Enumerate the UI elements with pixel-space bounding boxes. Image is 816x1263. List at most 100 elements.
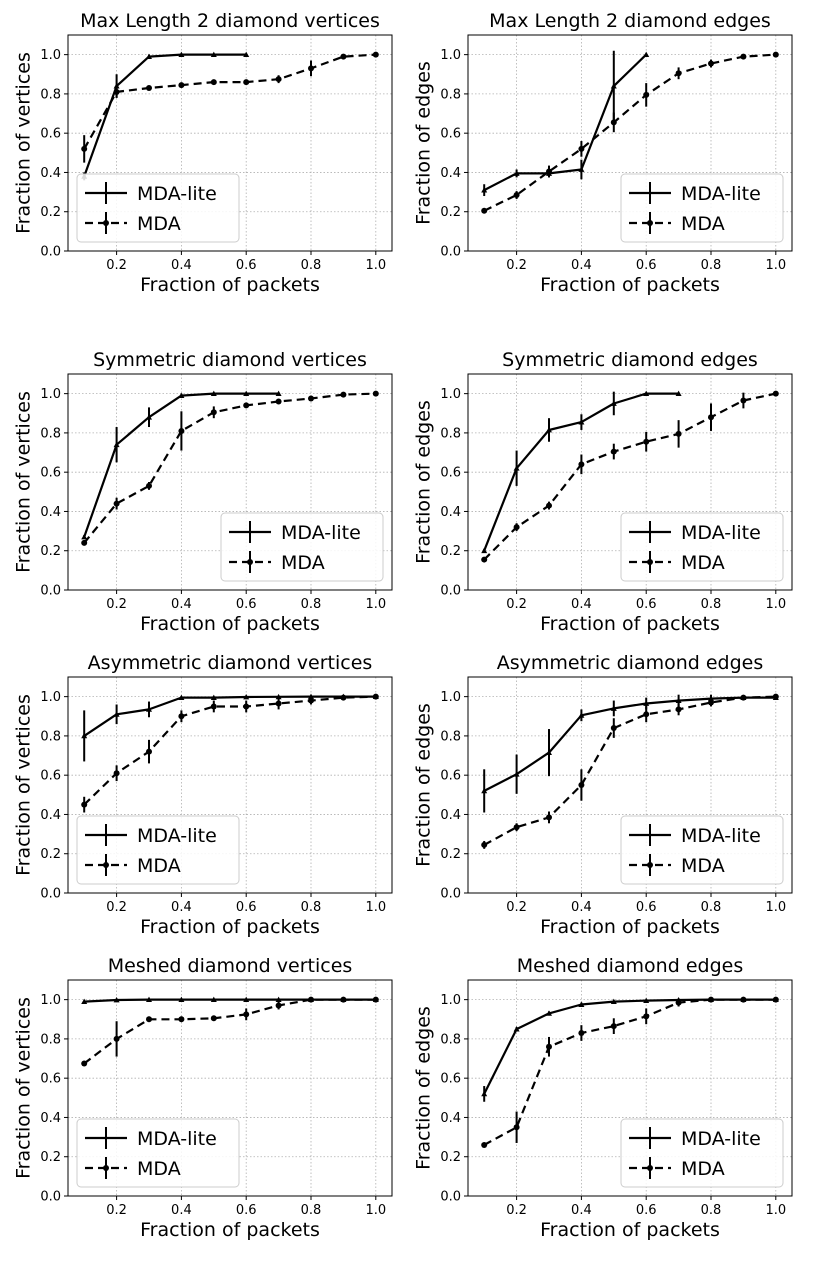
data-point-triangle: [610, 83, 617, 89]
data-point-triangle: [243, 51, 250, 58]
data-point-triangle: [610, 400, 617, 406]
series-line: [83, 998, 376, 1065]
legend-box: [76, 173, 240, 243]
series-line: [483, 998, 776, 1146]
y-axis-label: Fraction of edges: [413, 400, 435, 564]
data-point-triangle: [610, 705, 617, 711]
data-point-circle: [675, 430, 682, 437]
x-tick-label: 0.8: [701, 258, 722, 273]
data-point-triangle: [308, 693, 314, 700]
y-tick-label: 1.0: [40, 387, 61, 402]
data-point-circle: [243, 703, 250, 710]
data-point-circle: [772, 390, 779, 397]
data-point-triangle: [243, 390, 250, 397]
x-tick-label: 0.6: [236, 597, 257, 612]
x-axis-label: Fraction of packets: [140, 1219, 320, 1241]
data-point-circle: [643, 438, 650, 445]
x-tick-label: 0.4: [171, 258, 192, 273]
y-tick-label: 0.4: [440, 808, 461, 823]
data-point-circle: [610, 448, 617, 455]
series-line: [483, 695, 776, 846]
x-tick-label: 0.4: [571, 258, 592, 273]
y-tick-label: 0.2: [440, 1150, 461, 1165]
data-point-triangle: [643, 700, 650, 706]
data-point-triangle: [275, 390, 282, 397]
series-mda: [481, 51, 779, 214]
data-point-circle: [113, 88, 120, 95]
y-tick-label: 0.8: [440, 729, 461, 744]
plot-title: Asymmetric diamond vertices: [88, 652, 373, 674]
series-line: [83, 392, 376, 544]
data-point-circle: [772, 693, 779, 700]
series-mda-lite: [481, 694, 779, 813]
series-line: [83, 695, 376, 806]
plot-frame: [67, 34, 393, 252]
legend-marker: [103, 1165, 109, 1171]
plot-frame: [67, 373, 393, 591]
legend-label: MDA-lite: [137, 825, 217, 847]
x-tick-label: 0.4: [171, 597, 192, 612]
legend-marker: [647, 862, 653, 868]
x-tick-label: 0.8: [301, 258, 322, 273]
series-mda: [81, 51, 379, 163]
y-tick-label: 1.0: [40, 690, 61, 705]
subplot-3: 0.2 0.4 0.6 0.8 1.0 0.0 0.2 0.4 0.6 0.8 1.0 Symmetr…: [13, 349, 393, 635]
data-point-triangle: [178, 694, 185, 701]
data-point-triangle: [146, 414, 152, 420]
data-point-triangle: [513, 1026, 520, 1032]
y-tick-label: 0.2: [40, 544, 61, 559]
data-point-circle: [81, 1060, 88, 1067]
data-point-triangle: [513, 771, 520, 777]
x-tick-label: 0.6: [636, 597, 657, 612]
data-point-circle: [578, 461, 585, 468]
x-tick-label: 0.2: [506, 258, 527, 273]
x-tick-label: 1.0: [365, 597, 386, 612]
data-point-triangle: [243, 694, 250, 700]
legend-label: MDA: [681, 552, 725, 574]
x-tick-label: 0.8: [701, 900, 722, 915]
x-tick-label: 0.2: [106, 258, 127, 273]
subplot-7: 0.2 0.4 0.6 0.8 1.0 0.0 0.2 0.4 0.6 0.8 1.0 Meshed …: [13, 955, 393, 1241]
y-tick-label: 1.0: [40, 48, 61, 63]
data-point-circle: [146, 482, 152, 489]
x-tick-label: 1.0: [365, 900, 386, 915]
data-point-circle: [481, 841, 488, 848]
x-tick-label: 0.8: [301, 1203, 322, 1218]
y-tick-label: 0.2: [440, 205, 461, 220]
plot-frame: [467, 373, 793, 591]
data-point-triangle: [243, 996, 250, 1003]
x-tick-label: 1.0: [765, 258, 786, 273]
series-mda-lite: [81, 390, 282, 540]
legend-marker: [647, 559, 653, 565]
data-point-triangle: [578, 166, 585, 172]
legend: MDA-lite MDA: [620, 815, 784, 885]
x-tick-label: 0.8: [701, 1203, 722, 1218]
data-point-circle: [243, 402, 250, 409]
data-point-circle: [81, 145, 88, 152]
y-tick-label: 1.0: [440, 48, 461, 63]
data-point-circle: [275, 76, 282, 83]
y-tick-label: 0.6: [440, 769, 461, 784]
series-mda-lite: [81, 693, 379, 762]
data-point-circle: [340, 391, 347, 398]
data-point-circle: [708, 699, 714, 706]
data-point-circle: [178, 1016, 185, 1023]
data-point-triangle: [210, 694, 217, 701]
data-point-circle: [308, 395, 314, 402]
data-point-triangle: [513, 170, 520, 176]
data-point-circle: [578, 782, 585, 788]
series-line: [84, 998, 376, 1003]
y-axis-label: Fraction of vertices: [13, 391, 35, 573]
data-point-triangle: [113, 83, 120, 89]
data-point-circle: [113, 500, 120, 507]
legend-box: [76, 1118, 240, 1188]
subplot-1: 0.2 0.4 0.6 0.8 1.0 0.0 0.2 0.4 0.6 0.8 1.0 Max Len…: [13, 10, 393, 296]
legend-marker: [247, 559, 253, 565]
series-line: [483, 53, 647, 192]
legend-box: [220, 512, 384, 582]
legend-label: MDA: [681, 1158, 725, 1180]
x-tick-label: 0.8: [301, 900, 322, 915]
data-point-circle: [513, 824, 520, 831]
plot-title: Max Length 2 diamond edges: [489, 10, 771, 32]
data-point-circle: [146, 1016, 152, 1023]
